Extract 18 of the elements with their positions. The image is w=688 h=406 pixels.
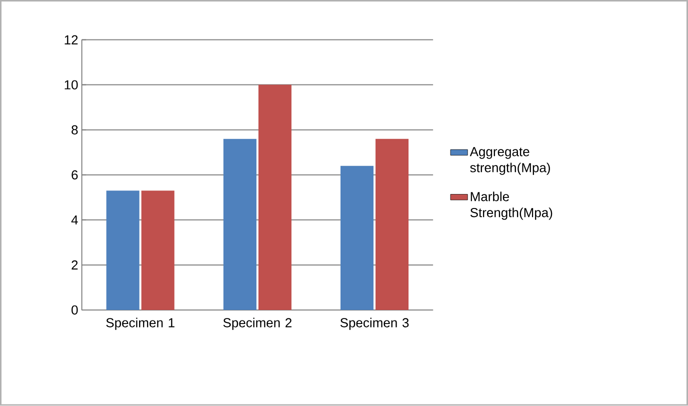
y-tick-label: 6 <box>72 170 78 180</box>
x-tick-label: Specimen 2 <box>223 318 292 330</box>
bar <box>258 84 292 310</box>
y-tick-label: 12 <box>64 35 78 44</box>
y-tick-label: 8 <box>72 125 78 135</box>
y-tick-label: 0 <box>72 305 78 315</box>
legend-label: Aggregate strength(Mpa) <box>470 147 550 175</box>
x-tick-label: Specimen 3 <box>340 318 409 330</box>
legend-label: Marble Strength(Mpa) <box>470 192 552 220</box>
y-tick-label: 2 <box>72 260 78 270</box>
bar <box>141 190 174 310</box>
bar <box>376 138 409 310</box>
y-tick-label: 4 <box>71 216 78 224</box>
x-tick-label: Specimen 1 <box>106 318 174 330</box>
y-tick-label: 10 <box>64 80 78 90</box>
bar <box>106 190 140 310</box>
bar <box>340 166 374 310</box>
bar <box>223 138 256 310</box>
